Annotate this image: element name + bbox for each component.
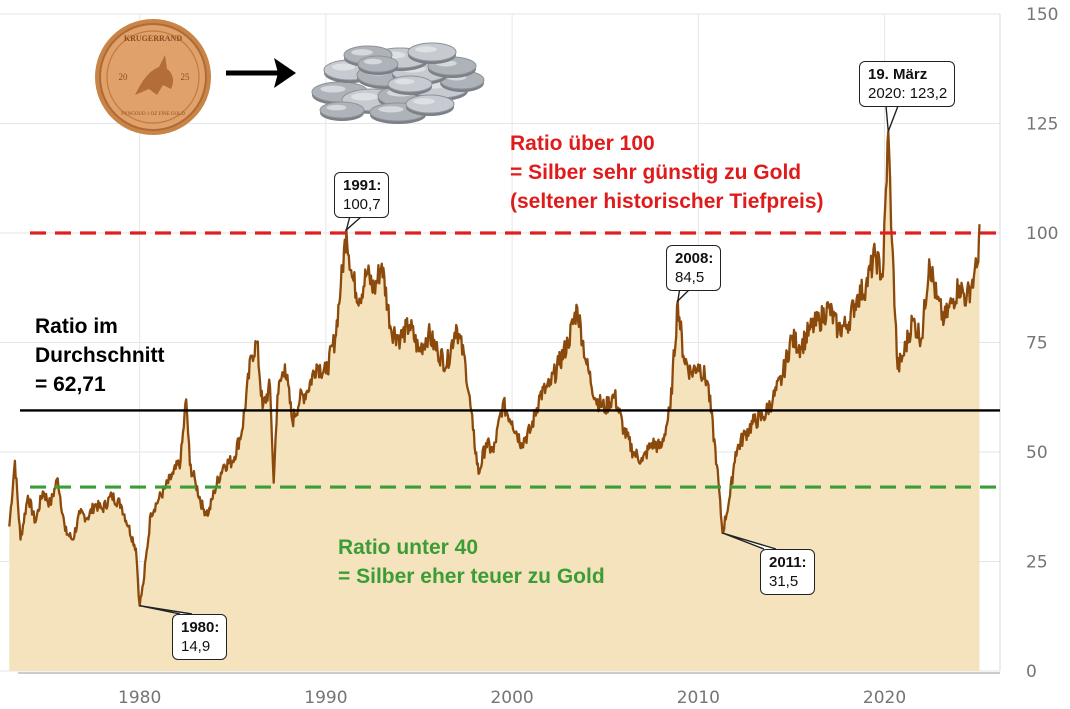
- y-tick-label-1: 25: [1026, 553, 1048, 573]
- callout-2011-head: 2011:: [769, 554, 807, 571]
- coin-text-top: KRUGERRAND: [124, 34, 182, 43]
- callout-2011: 2011: 31,5: [760, 549, 815, 595]
- silver-coin-shine-16: [364, 58, 382, 65]
- x-tick-label-3: 2010: [677, 688, 720, 708]
- y-tick-label-0: 0: [1026, 662, 1037, 682]
- pointer-2020: [885, 105, 899, 132]
- gold-coin-image: KRUGERRAND 20 25 FYNGOUD 1 OZ FINE GOLD: [95, 19, 211, 135]
- coin-text-left: 20: [119, 72, 129, 82]
- coin-text-bottom: FYNGOUD 1 OZ FINE GOLD: [121, 112, 185, 117]
- note-black-line3: = 62,71: [35, 373, 106, 396]
- note-black-line2: Durchschnitt: [35, 344, 165, 367]
- x-tick-label-0: 1980: [118, 688, 161, 708]
- callout-1980-head: 1980:: [181, 619, 220, 636]
- callout-2020-head: 19. März: [868, 66, 928, 83]
- callout-2020: 19. März 2020: 123,2: [859, 61, 956, 107]
- x-axis-ticks: 1980 1990 2000 2010 2020: [18, 672, 1000, 708]
- silver-coin-shine-5: [331, 63, 356, 71]
- silver-coin-shine-1: [351, 92, 378, 101]
- callout-2011-body: 31,5: [769, 573, 799, 590]
- silver-coin-13: [405, 94, 455, 114]
- note-red-line3: (seltener historischer Tiefpreis): [510, 190, 824, 213]
- callout-2020-body: 2020: 123,2: [868, 85, 948, 102]
- callout-2008-head: 2008:: [675, 250, 714, 267]
- silver-coin-shine-12: [378, 106, 404, 113]
- callout-2008: 2008: 84,5: [666, 245, 722, 291]
- silver-coin-shine-10: [351, 49, 373, 56]
- callout-1991-head: 1991:: [343, 177, 382, 194]
- pointer-2011: [722, 532, 777, 550]
- callout-1991: 1991: 100,7: [334, 172, 390, 218]
- right-arrow-icon: [226, 58, 296, 88]
- silver-coin-11: [407, 42, 457, 62]
- silver-coin-shine-13: [413, 98, 435, 105]
- note-red-line1: Ratio über 100: [510, 132, 655, 155]
- silver-coin-15: [387, 75, 433, 93]
- silver-coin-16: [357, 55, 399, 73]
- y-tick-label-6: 150: [1026, 5, 1058, 25]
- callout-1980-body: 14,9: [181, 638, 211, 655]
- coin-text-right: 25: [181, 72, 191, 82]
- note-black: Ratio im Durchschnitt = 62,71: [35, 312, 165, 399]
- silver-coin-shine-15: [394, 78, 415, 85]
- silver-coin-14: [319, 101, 365, 119]
- note-green: Ratio unter 40 = Silber eher teuer zu Go…: [338, 533, 605, 591]
- y-tick-label-2: 50: [1026, 443, 1048, 463]
- silver-coin-shine-11: [415, 46, 437, 53]
- callout-2008-body: 84,5: [675, 269, 705, 286]
- y-axis-ticks: 0 25 50 75 100 125 150: [1026, 5, 1058, 682]
- note-red-line2: = Silber sehr günstig zu Gold: [510, 161, 802, 184]
- pointer-1991: [345, 215, 363, 232]
- x-tick-label-2: 2000: [490, 688, 533, 708]
- note-green-line2: = Silber eher teuer zu Gold: [338, 565, 605, 588]
- silver-coins-image: [311, 42, 485, 124]
- y-tick-label-5: 125: [1026, 115, 1058, 135]
- callout-1991-body: 100,7: [343, 196, 381, 213]
- x-tick-label-1: 1990: [304, 688, 347, 708]
- note-red: Ratio über 100 = Silber sehr günstig zu …: [510, 129, 824, 216]
- callout-1980: 1980: 14,9: [172, 614, 228, 660]
- silver-coin-shine-0: [320, 85, 346, 93]
- note-black-line1: Ratio im: [35, 315, 118, 338]
- y-tick-label-4: 100: [1026, 224, 1058, 244]
- ratio-area-fill: [9, 131, 980, 671]
- x-tick-label-4: 2020: [863, 688, 906, 708]
- silver-coin-shine-14: [326, 104, 347, 111]
- pointer-1980: [139, 605, 193, 615]
- note-green-line1: Ratio unter 40: [338, 536, 479, 559]
- ratio-line: [8, 130, 981, 607]
- y-tick-label-3: 75: [1026, 334, 1048, 354]
- threshold-lines: [20, 231, 1000, 489]
